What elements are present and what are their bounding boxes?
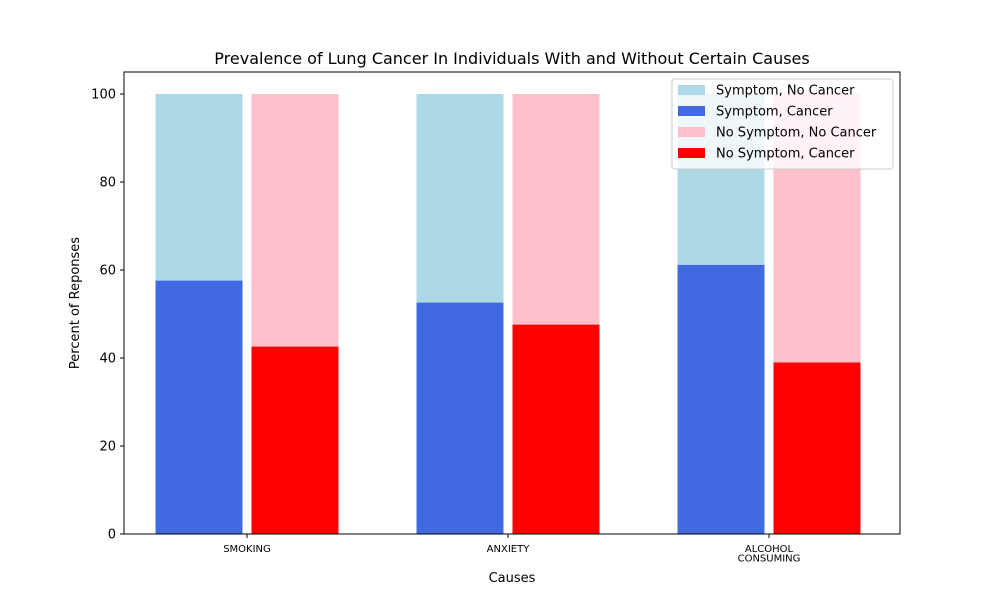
legend-label: No Symptom, Cancer	[716, 147, 855, 162]
legend-label: Symptom, Cancer	[716, 105, 833, 120]
legend-label: Symptom, No Cancer	[716, 84, 855, 99]
bars-layer	[155, 94, 861, 534]
legend-swatch	[678, 127, 705, 137]
legend: Symptom, No Cancer Symptom, Cancer No Symp…	[671, 78, 894, 170]
y-tick-label: 0	[108, 528, 116, 543]
y-tick-label: 40	[99, 352, 116, 367]
chart-title: Prevalence of Lung Cancer In Individuals…	[214, 49, 809, 68]
bar-symptom-cancer-1	[155, 280, 243, 534]
bar-symptom-no-cancer-1	[155, 94, 243, 281]
legend-label: No Symptom, No Cancer	[716, 126, 877, 141]
y-tick-label: 20	[99, 440, 116, 455]
bar-symptom-cancer-3	[677, 264, 765, 534]
x-tick-label: ANXIETY	[487, 544, 531, 555]
bar-symptom-cancer-2	[416, 302, 504, 534]
legend-box	[671, 78, 894, 170]
y-tick-label: 60	[99, 264, 116, 279]
x-tick-label: CONSUMING	[738, 554, 801, 565]
y-tick-label: 80	[99, 176, 116, 191]
plot-area-frame	[123, 71, 901, 535]
bar-no-symptom-cancer-2	[512, 324, 600, 534]
legend-swatch	[678, 148, 705, 158]
x-tick-label: SMOKING	[223, 544, 271, 555]
legend-swatch	[678, 106, 705, 116]
bar-no-symptom-cancer-1	[251, 346, 339, 534]
bar-symptom-no-cancer-2	[416, 94, 504, 303]
x-axis-label: Causes	[489, 571, 536, 586]
y-axis-label: Percent of Reponses	[68, 237, 83, 369]
bar-no-symptom-cancer-3	[773, 362, 861, 534]
legend-swatch	[678, 85, 705, 95]
bar-no-symptom-no-cancer-2	[512, 94, 600, 325]
y-axis: 0 20 40 60 80 100	[91, 88, 124, 543]
y-tick-label: 100	[91, 88, 116, 103]
bar-no-symptom-no-cancer-1	[251, 94, 339, 347]
x-tick-label: ALCOHOL	[745, 544, 794, 555]
